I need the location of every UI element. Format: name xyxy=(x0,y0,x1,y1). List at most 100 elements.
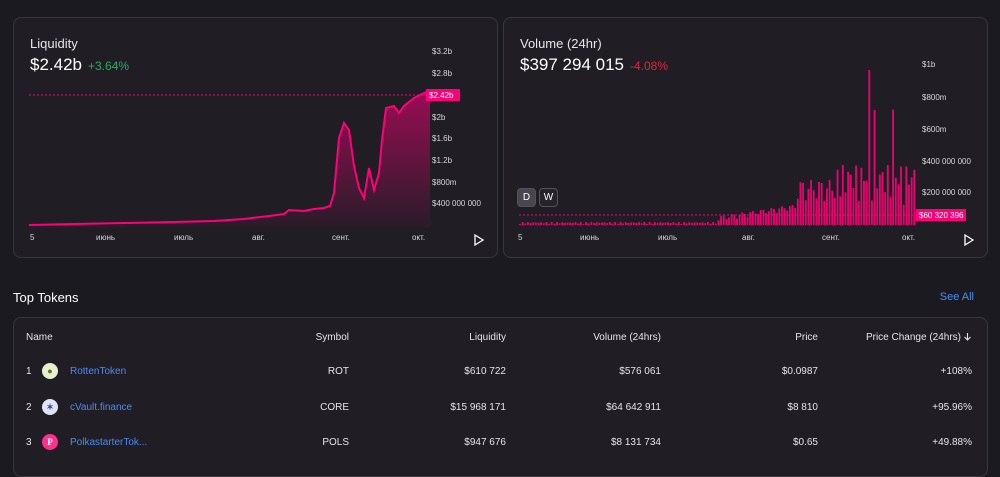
column-header-price-change[interactable]: Price Change (24hrs) xyxy=(866,332,972,343)
volume-bar xyxy=(783,208,786,225)
volume-bar xyxy=(627,222,630,225)
interval-day-button[interactable]: D xyxy=(517,188,536,207)
token-name-link[interactable]: PolkastarterTok... xyxy=(70,437,148,448)
volume-bar xyxy=(534,222,537,225)
volume-bar xyxy=(640,223,643,225)
volume-bar xyxy=(799,182,802,225)
volume-bar xyxy=(762,209,765,225)
volume-bar xyxy=(616,223,619,225)
volume-bar xyxy=(656,223,659,225)
volume-bar xyxy=(537,222,540,225)
cvault-logo-icon: ✶ xyxy=(42,399,58,415)
volume-bar xyxy=(526,222,529,225)
liquidity-x-tick: июль xyxy=(174,233,193,242)
volume-bar xyxy=(725,218,728,225)
volume-bar xyxy=(595,222,598,225)
volume-bar xyxy=(865,180,868,225)
volume-bar xyxy=(712,222,715,225)
volume-bar xyxy=(804,200,807,225)
play-icon[interactable] xyxy=(961,233,975,247)
volume-bar xyxy=(683,222,685,225)
volume-bar xyxy=(698,222,701,225)
volume-bar xyxy=(680,223,683,225)
see-all-link[interactable]: See All xyxy=(939,291,974,303)
volume-bar xyxy=(582,223,585,225)
volume-bar xyxy=(839,196,842,225)
liquidity-label: Liquidity xyxy=(30,36,78,51)
volume-bar xyxy=(757,213,760,225)
volume-bar xyxy=(823,200,826,225)
volume-bar xyxy=(876,188,879,225)
volume-x-tick: июль xyxy=(658,233,677,242)
volume-bar xyxy=(579,222,582,225)
volume-bar xyxy=(873,110,876,225)
volume-bar xyxy=(521,222,524,225)
liquidity-x-tick: сент. xyxy=(332,233,350,242)
volume-bar xyxy=(773,208,775,225)
volume-bar xyxy=(815,198,818,225)
volume-bar xyxy=(860,167,863,225)
volume-bar xyxy=(847,171,850,225)
volume-bar xyxy=(886,165,889,225)
volume-change: -4.08% xyxy=(630,59,669,73)
volume-bar xyxy=(746,216,749,225)
volume-bar xyxy=(601,222,603,225)
column-header-volume[interactable]: Volume (24hrs) xyxy=(593,332,661,343)
volume-bar xyxy=(889,196,892,225)
volume-bar xyxy=(688,222,691,225)
token-volume: $64 642 911 xyxy=(606,402,661,413)
volume-bar xyxy=(828,180,831,225)
liquidity-y-tick: $1.6b xyxy=(432,134,453,143)
column-header-symbol[interactable]: Symbol xyxy=(315,332,349,343)
token-name-link[interactable]: cVault.finance xyxy=(70,402,133,413)
volume-bar xyxy=(563,222,566,225)
column-header-name[interactable]: Name xyxy=(26,332,53,343)
volume-bar xyxy=(519,224,521,225)
volume-bar xyxy=(881,171,884,225)
volume-bar xyxy=(569,222,572,225)
volume-bar xyxy=(585,222,588,225)
volume-bar xyxy=(701,222,704,225)
volume-bar xyxy=(590,222,593,225)
volume-bar xyxy=(630,222,633,225)
volume-bar xyxy=(653,222,656,225)
column-header-price[interactable]: Price xyxy=(795,332,818,343)
volume-bar xyxy=(611,223,614,225)
volume-chart[interactable]: $60 320 396 $1b $800m $600m $400 000 000 $200… xyxy=(504,18,988,258)
liquidity-chart[interactable]: $2.42b $3.2b $2.8b $2b $1.6b $1.2b $800m $400 0… xyxy=(14,18,498,258)
volume-bar xyxy=(794,207,797,225)
volume-bar xyxy=(571,222,574,225)
volume-bar xyxy=(672,222,675,225)
volume-y-tick: $800m xyxy=(922,93,947,102)
volume-bar xyxy=(730,214,733,225)
volume-bar xyxy=(900,166,902,225)
liquidity-area xyxy=(29,91,430,228)
volume-bar xyxy=(868,70,871,225)
row-rank: 3 xyxy=(26,437,32,448)
volume-bar xyxy=(818,181,820,225)
volume-bar xyxy=(548,223,550,225)
liquidity-x-tick: июнь xyxy=(96,233,115,242)
volume-bar xyxy=(751,210,754,225)
liquidity-value: $2.42b xyxy=(30,55,82,74)
volume-bar xyxy=(759,210,762,225)
volume-bar xyxy=(894,177,897,225)
interval-week-button[interactable]: W xyxy=(539,188,558,207)
column-header-liquidity[interactable]: Liquidity xyxy=(469,332,506,343)
volume-value: $397 294 015 xyxy=(520,55,624,74)
volume-bar xyxy=(741,212,744,225)
token-name-link[interactable]: RottenToken xyxy=(70,366,127,377)
volume-bar xyxy=(728,217,730,225)
volume-x-tick: авг. xyxy=(742,233,755,242)
volume-bar xyxy=(788,206,791,225)
volume-bar xyxy=(691,222,693,225)
volume-bar xyxy=(635,222,638,225)
polkastarter-logo-icon: P xyxy=(42,434,58,450)
volume-x-tick: окт. xyxy=(902,233,915,242)
liquidity-current-tag-label: $2.42b xyxy=(429,91,454,100)
play-icon[interactable] xyxy=(471,233,485,247)
volume-y-tick: $1b xyxy=(922,60,936,69)
volume-bar xyxy=(606,223,609,225)
token-liquidity: $610 722 xyxy=(464,366,506,377)
volume-bar xyxy=(648,222,651,225)
